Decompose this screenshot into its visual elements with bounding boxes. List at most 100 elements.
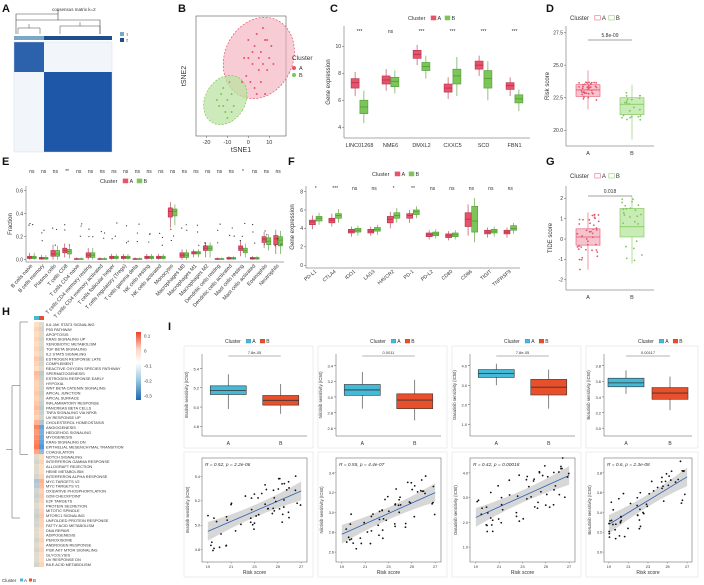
y-tick-label: 25.0 xyxy=(553,63,563,69)
colorbar-tick-label: -0.2 xyxy=(144,379,152,384)
legend-swatch xyxy=(658,339,664,344)
risk-point xyxy=(583,83,586,86)
tide-point xyxy=(591,232,594,235)
significance-label: *** xyxy=(512,29,518,35)
legend-marker-a xyxy=(292,66,296,70)
scatter-point xyxy=(661,476,663,479)
outlier-point xyxy=(64,224,66,226)
tide-point xyxy=(636,215,639,218)
heatmap-cell xyxy=(34,469,39,474)
x-tick-label: B xyxy=(630,295,634,301)
y-tick-label: 4.8 xyxy=(195,548,200,552)
heatmap-cell xyxy=(39,537,44,543)
y-tick-label: 3.8 xyxy=(597,471,602,475)
tsne-point xyxy=(218,105,221,107)
heatmap-cell xyxy=(39,562,44,567)
scatter-point xyxy=(623,535,626,538)
heatmap-cell xyxy=(39,542,44,548)
scatter-point xyxy=(608,522,610,525)
legend-swatch xyxy=(430,15,437,21)
scatter-point xyxy=(378,534,380,537)
scatter-point xyxy=(668,475,671,478)
scatter-point xyxy=(683,493,686,496)
legend-swatch-2 xyxy=(120,38,124,42)
scatter-point xyxy=(345,541,348,543)
heatmap-row-label: EPITHELIAL MESENCHYMAL TRANSITION xyxy=(46,445,124,450)
heatmap-cell xyxy=(39,527,44,533)
heatmap-cell xyxy=(34,518,39,523)
outlier-point xyxy=(204,245,206,247)
panel-d: 20.0 22.5 25.0 27.5 Risk score A B 5.8e-09 Clust… xyxy=(545,15,654,157)
scatter-point xyxy=(413,515,416,518)
scatter-point xyxy=(661,487,663,490)
scatter-point xyxy=(288,487,290,489)
tsne-point xyxy=(215,99,218,101)
x-axis-label: Risk score xyxy=(243,570,267,576)
scatter-point xyxy=(530,495,532,498)
scatter-point xyxy=(299,504,302,506)
x-tick-label: FBN1 xyxy=(507,143,521,149)
significance-label: ns xyxy=(217,169,223,175)
x-tick-label: 21 xyxy=(363,565,367,569)
scatter-point xyxy=(536,507,539,510)
heatmap-row-label: DNA REPAIR xyxy=(46,528,69,533)
heatmap-cell xyxy=(34,503,39,509)
column-header-b xyxy=(39,316,44,320)
outlier-point xyxy=(52,227,54,229)
scatter-point xyxy=(566,476,569,479)
legend-label: A xyxy=(130,179,134,185)
tide-point xyxy=(581,256,584,259)
x-tick-label: 23 xyxy=(252,565,256,569)
scatter-point xyxy=(526,475,529,478)
tide-point xyxy=(625,245,627,248)
significance-label: * xyxy=(393,186,395,192)
tide-point xyxy=(594,243,597,246)
heatmap-row-label: KRAS SIGNALING DN xyxy=(46,440,86,445)
significance-label: ns xyxy=(449,186,455,192)
scatter-point xyxy=(477,499,480,502)
legend-swatch xyxy=(594,15,601,21)
x-tick-label: PD-1 xyxy=(403,269,416,281)
heatmap-cell xyxy=(34,493,39,499)
heatmap-row-label: INTERFERON ALPHA RESPONSE xyxy=(46,474,108,479)
scatter-point xyxy=(363,521,366,524)
scatter-point xyxy=(491,530,494,533)
heatmap-row-label: ANDROGEN RESPONSE xyxy=(46,543,92,548)
scatter-point xyxy=(432,485,435,488)
heatmap-cell xyxy=(34,395,39,401)
x-tick-label: CD80 xyxy=(441,269,455,282)
box-body xyxy=(510,225,517,231)
heatmap-row-label: TGF BETA SIGNALING xyxy=(46,347,87,352)
heatmap-cell xyxy=(34,537,39,543)
heatmap-cell xyxy=(34,375,39,381)
tide-point xyxy=(635,240,638,243)
heatmap-cell xyxy=(34,424,39,430)
legend-label: B xyxy=(416,172,420,178)
scatter-point xyxy=(619,520,622,523)
y-axis-label: Gene expression xyxy=(326,59,332,104)
scatter-point xyxy=(350,538,353,540)
tide-point xyxy=(629,207,632,210)
y-tick-label: 3.4 xyxy=(597,511,602,515)
pvalue-label: 0.0011 xyxy=(383,350,396,355)
heatmap-cell xyxy=(39,336,44,342)
heatmap-cell xyxy=(39,400,44,406)
pvalue-label: 5.8e-09 xyxy=(602,33,619,39)
significance-label: ns xyxy=(430,186,436,192)
heatmap-row-label: MTORC1 SIGNALING xyxy=(46,513,85,518)
scatter-point xyxy=(627,527,629,530)
panel-letter-a: A xyxy=(2,3,10,15)
scatter-point xyxy=(381,509,384,512)
x-tick-label: CTLA4 xyxy=(322,269,338,284)
heatmap-cell xyxy=(34,483,39,489)
significance-label: ns xyxy=(123,169,129,175)
x-tick-label: TNFRSF9 xyxy=(491,269,512,288)
scatter-point xyxy=(234,529,237,532)
heatmap-row-label: BILE ACID METABOLISM xyxy=(46,562,91,567)
scatter-point xyxy=(369,542,372,545)
panel-letter-e: E xyxy=(2,156,9,168)
heatmap-cell xyxy=(34,371,39,376)
scatter-point xyxy=(614,528,617,531)
scatter-point xyxy=(253,528,255,531)
significance-label: ns xyxy=(371,186,377,192)
